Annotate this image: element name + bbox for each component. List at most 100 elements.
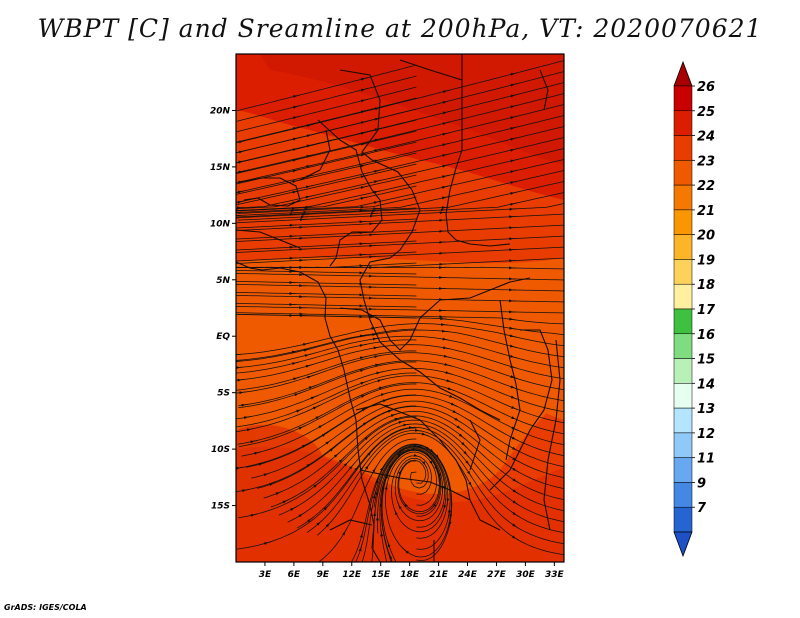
streamline-arrow [292, 147, 300, 152]
lon-tick-label: 21E [429, 570, 449, 580]
streamline [361, 445, 449, 562]
streamline [236, 141, 417, 185]
streamline-arrow [359, 356, 367, 360]
streamline-arrow [442, 89, 450, 94]
streamline [318, 438, 417, 562]
streamline-arrow [298, 425, 306, 430]
colorbar-label: 11 [697, 452, 715, 467]
streamline-arrow [382, 398, 390, 403]
colorbar-swatch [673, 283, 693, 310]
streamline-arrow [254, 451, 262, 455]
streamline-arrow [238, 170, 246, 174]
streamline-arrow [510, 180, 518, 185]
colorbar-label: 21 [697, 204, 715, 219]
streamline-arrow [318, 423, 326, 429]
streamline [236, 427, 417, 550]
streamline-arrow [291, 350, 299, 354]
streamline-arrow [442, 174, 450, 179]
streamline-arrow [312, 405, 320, 410]
streamline [270, 415, 564, 508]
streamline-arrow [359, 530, 364, 538]
streamline-arrow [373, 346, 381, 350]
streamline-arrow [292, 190, 300, 194]
streamline-arrow [242, 489, 250, 493]
streamline-arrow [445, 371, 453, 375]
streamline-arrow [341, 528, 348, 536]
streamline-arrow [361, 406, 369, 412]
streamline-arrow [373, 190, 381, 194]
colorbar-swatch [673, 457, 693, 483]
streamline-arrow [442, 142, 450, 147]
streamline-arrow [442, 100, 450, 104]
colorbar-swatch [673, 482, 693, 508]
streamline-arrow [359, 368, 368, 373]
streamline-arrow [306, 164, 314, 168]
streamline-arrow [384, 482, 388, 490]
lon-tick-label: 18E [400, 570, 420, 580]
colorbar-swatch [673, 85, 693, 112]
streamline-arrow [398, 420, 406, 424]
streamline-arrow [292, 376, 301, 381]
wbpt-field-north-core [260, 54, 564, 165]
streamline-arrow [511, 426, 519, 431]
streamline [236, 229, 417, 240]
streamline-arrow [360, 164, 368, 168]
colorbar-label: 22 [697, 179, 715, 194]
streamline [236, 405, 417, 493]
streamline-arrow [442, 111, 450, 115]
streamline [236, 251, 417, 262]
streamline-arrow [313, 482, 320, 488]
streamline [236, 350, 417, 391]
streamline [236, 270, 417, 275]
streamline-arrow [509, 317, 517, 321]
streamline-arrow [361, 560, 364, 562]
streamline-arrow [380, 392, 388, 397]
streamline-arrow [441, 329, 449, 333]
streamline-arrow [296, 408, 304, 413]
chart-title: WBPT [C] and Sreamline at 200hPa, VT: 20… [37, 14, 763, 43]
streamline-arrow [360, 88, 369, 92]
grads-credit: GrADS: IGES/COLA [4, 603, 87, 612]
streamline-arrow [238, 140, 247, 144]
streamline-arrow [512, 489, 520, 495]
streamline-arrow [463, 450, 470, 458]
colorbar-label: 14 [697, 377, 715, 392]
streamline-arrow [263, 472, 271, 477]
colorbar-label: 9 [697, 476, 706, 491]
streamline-arrow [465, 460, 471, 468]
streamline-arrow [448, 394, 457, 400]
streamline-arrow [511, 436, 519, 442]
streamline-arrow [448, 510, 451, 518]
streamline-arrow [510, 159, 518, 163]
streamline [236, 240, 417, 251]
streamline-arrow [512, 467, 520, 473]
streamline-arrow [402, 500, 408, 508]
streamline-arrow [447, 387, 455, 392]
streamline-arrow [511, 405, 519, 411]
streamline-arrow [333, 451, 341, 458]
streamline [236, 367, 564, 420]
streamline-arrow [306, 461, 314, 468]
streamline [236, 218, 417, 229]
streamline-arrow [292, 126, 300, 131]
streamline-arrow [417, 445, 426, 450]
streamline-arrow [293, 94, 301, 99]
lat-tick-label: EQ [216, 332, 230, 342]
streamline-arrow [282, 498, 290, 504]
streamline-arrow [510, 375, 518, 379]
streamline-arrow [275, 490, 283, 496]
colorbar-swatch [673, 259, 693, 285]
streamline [355, 444, 451, 562]
streamline-arrow [442, 346, 451, 350]
colorbar-swatch [673, 358, 693, 384]
streamline [238, 383, 417, 447]
streamline-arrow [360, 109, 368, 114]
streamline-arrow [510, 126, 518, 131]
streamline-arrow [364, 434, 372, 441]
streamline [236, 108, 417, 153]
streamline-arrow [338, 456, 345, 463]
streamline-arrow [305, 185, 313, 189]
streamline-arrow [306, 174, 314, 179]
streamline-arrow [430, 503, 437, 510]
